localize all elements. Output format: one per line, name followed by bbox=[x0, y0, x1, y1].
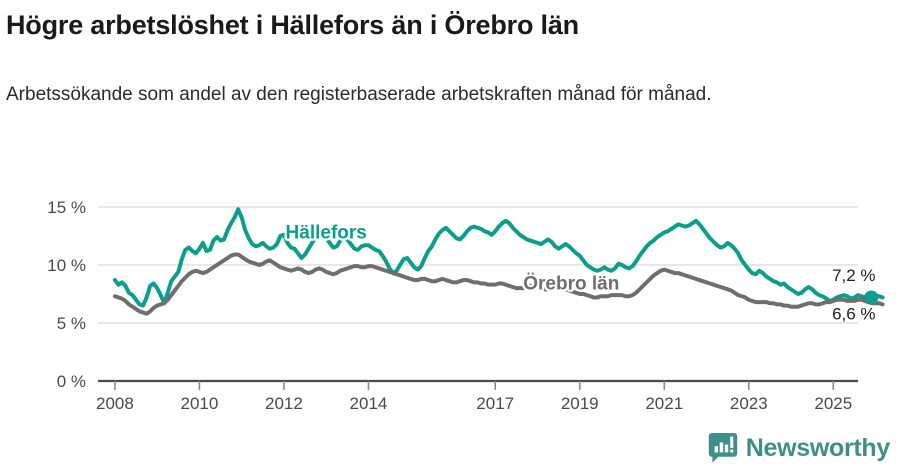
x-axis-tick-label: 2008 bbox=[96, 394, 134, 413]
chart-subtitle: Arbetssökande som andel av den registerb… bbox=[6, 84, 712, 105]
series-end-marker bbox=[864, 290, 879, 305]
x-axis-tick-label: 2010 bbox=[181, 394, 219, 413]
y-axis-tick-label: 0 % bbox=[57, 372, 86, 391]
y-axis-tick-labels: 0 % 5 % 10 % 15 % bbox=[47, 198, 86, 391]
x-axis-tick-labels: 2008 2010 2012 2014 2017 2019 2021 2023 2025 bbox=[96, 394, 852, 413]
x-axis-tick-label: 2014 bbox=[350, 394, 388, 413]
x-axis-ticks bbox=[114, 381, 835, 390]
orebro-end-value: 6,6 % bbox=[832, 304, 875, 323]
newsworthy-footer: Newsworthy bbox=[708, 432, 890, 464]
y-axis-tick-label: 15 % bbox=[47, 198, 86, 217]
newsworthy-bar-chart-bubble-icon bbox=[708, 433, 737, 463]
series-lines bbox=[112, 207, 885, 316]
hallefors-end-value: 7,2 % bbox=[832, 266, 875, 285]
y-axis-tick-label: 10 % bbox=[47, 256, 86, 275]
page-title: Högre arbetslöshet i Hällefors än i Öreb… bbox=[6, 10, 579, 40]
chart-annotations: Hällefors Örebro län 7,2 % 6,6 % bbox=[283, 220, 875, 323]
series-line bbox=[112, 207, 885, 308]
hallefors-inline-label: Hällefors bbox=[286, 222, 367, 243]
newsworthy-wordmark: Newsworthy bbox=[745, 433, 891, 462]
orebro-inline-label: Örebro län bbox=[523, 273, 619, 294]
x-axis-tick-label: 2023 bbox=[730, 394, 768, 413]
gridlines bbox=[98, 206, 858, 324]
x-axis-tick-label: 2021 bbox=[645, 394, 683, 413]
y-axis-tick-label: 5 % bbox=[57, 314, 86, 333]
series-line bbox=[112, 252, 885, 316]
x-axis-tick-label: 2019 bbox=[561, 394, 599, 413]
x-axis-tick-label: 2025 bbox=[814, 394, 852, 413]
x-axis-tick-label: 2017 bbox=[476, 394, 514, 413]
series-end-markers bbox=[864, 290, 879, 305]
x-axis-tick-label: 2012 bbox=[265, 394, 303, 413]
